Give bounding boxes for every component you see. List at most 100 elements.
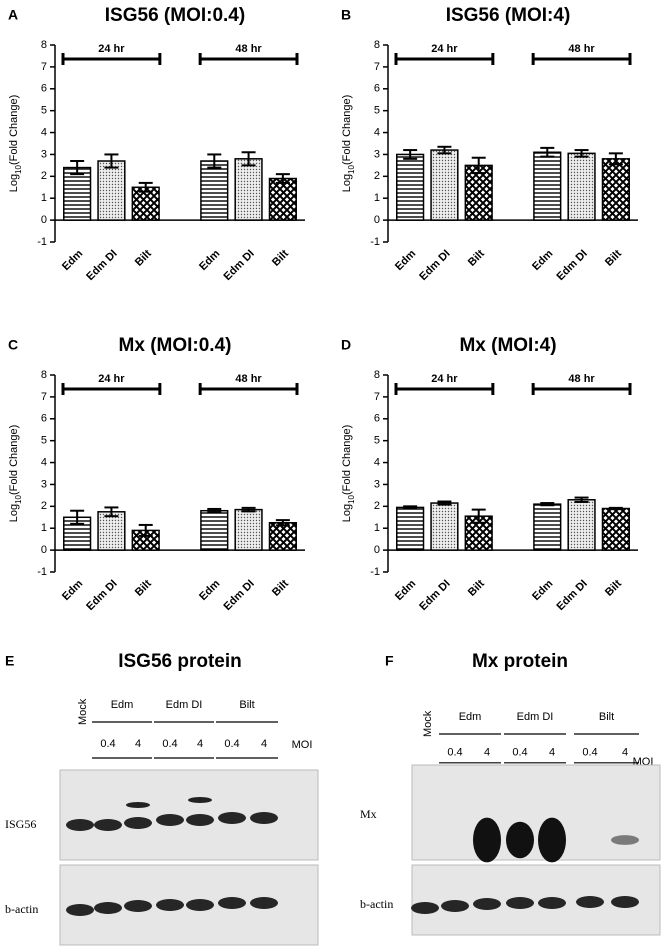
- y-tick-label: 7: [41, 391, 47, 403]
- bar: [396, 506, 425, 551]
- band: [611, 896, 639, 908]
- band: [218, 897, 246, 909]
- bar: [430, 502, 459, 551]
- x-tick-label: Bilt: [270, 247, 291, 268]
- y-axis-label-part: Log: [341, 174, 353, 192]
- y-tick-label: 4: [41, 126, 47, 138]
- band: [411, 902, 439, 914]
- group-label: 48 hr: [235, 43, 262, 55]
- x-tick-label: Bilt: [270, 577, 291, 598]
- x-tick-label: Edm: [530, 578, 555, 603]
- group-label: Edm DI: [166, 699, 203, 711]
- blot-title: Mx protein: [472, 651, 568, 672]
- y-tick-label: 8: [41, 369, 47, 381]
- y-axis-label: Log10(Fold Change): [8, 95, 23, 193]
- band: [124, 900, 152, 912]
- moi-value: 0.4: [224, 738, 239, 750]
- moi-value: 4: [549, 746, 555, 758]
- bar: [63, 166, 92, 221]
- group-label: Bilt: [599, 711, 614, 723]
- band: [441, 900, 469, 912]
- x-tick-label: Edm DI: [221, 248, 256, 283]
- x-tick-label: Edm: [60, 578, 85, 603]
- x-tick-label: Edm: [197, 248, 222, 273]
- bar: [268, 522, 297, 551]
- moi-value: 0.4: [512, 746, 527, 758]
- y-tick-label: 2: [374, 170, 380, 182]
- row-label: ISG56: [5, 817, 36, 831]
- error-bar: [138, 523, 153, 537]
- x-tick-label: Edm: [60, 248, 85, 273]
- error-bar: [138, 181, 153, 193]
- panel-letter: F: [385, 653, 394, 669]
- moi-value: 4: [261, 738, 267, 750]
- moi-value: 4: [622, 746, 628, 758]
- y-tick-label: 0: [41, 544, 47, 556]
- error-bar: [471, 508, 486, 524]
- row-label: Mx: [360, 807, 377, 821]
- y-tick-label: -1: [370, 236, 380, 248]
- x-tick-label: Edm DI: [417, 248, 452, 283]
- error-bar: [574, 149, 589, 158]
- y-axis-label: Log10(Fold Change): [341, 425, 356, 523]
- error-bar: [608, 152, 623, 166]
- y-tick-label: 6: [374, 83, 380, 95]
- band: [506, 821, 534, 859]
- x-tick-label: Edm DI: [221, 578, 256, 613]
- y-tick-label: 7: [41, 61, 47, 73]
- error-bar: [275, 173, 290, 184]
- group-label: Edm DI: [517, 711, 554, 723]
- y-tick-label: 2: [41, 500, 47, 512]
- y-tick-label: -1: [37, 236, 47, 248]
- band: [473, 817, 501, 863]
- panel-letter: B: [341, 7, 351, 23]
- x-tick-label: Edm: [393, 248, 418, 273]
- y-tick-label: 3: [41, 148, 47, 160]
- error-bar: [241, 506, 256, 513]
- x-tick-label: Bilt: [603, 247, 624, 268]
- panel-letter: A: [8, 7, 18, 23]
- band: [250, 812, 278, 824]
- y-tick-label: 4: [374, 456, 380, 468]
- error-bar: [241, 151, 256, 167]
- y-tick-label: 0: [41, 214, 47, 226]
- error-bar: [275, 519, 290, 527]
- x-tick-label: Bilt: [466, 577, 487, 598]
- moi-label: MOI: [292, 739, 313, 751]
- bar: [533, 151, 562, 221]
- error-bar: [207, 507, 222, 514]
- x-tick-label: Bilt: [133, 247, 154, 268]
- band: [156, 814, 184, 826]
- mock-label: Mock: [77, 698, 89, 725]
- y-tick-label: 8: [41, 39, 47, 51]
- band: [538, 817, 566, 863]
- moi-value: 4: [135, 738, 141, 750]
- bar: [464, 164, 493, 221]
- y-tick-label: 4: [41, 456, 47, 468]
- x-tick-label: Bilt: [603, 577, 624, 598]
- band: [218, 812, 246, 824]
- blot-strip: [59, 769, 319, 861]
- bar: [97, 511, 126, 551]
- error-bar: [403, 149, 418, 160]
- bar: [430, 149, 459, 221]
- band: [576, 896, 604, 908]
- bar: [567, 499, 596, 551]
- y-tick-label: 6: [41, 83, 47, 95]
- error-bar: [540, 146, 555, 158]
- y-axis-label: Log10(Fold Change): [8, 425, 23, 523]
- bar: [234, 508, 263, 551]
- y-tick-label: -1: [370, 566, 380, 578]
- y-tick-label: 2: [41, 170, 47, 182]
- bar: [396, 153, 425, 221]
- error-bar: [207, 153, 222, 169]
- y-tick-label: 3: [374, 148, 380, 160]
- band: [66, 819, 94, 831]
- y-axis-label-part: Log: [8, 174, 20, 192]
- y-axis-label-part: (Fold Change): [341, 425, 353, 495]
- y-axis-label-part: (Fold Change): [341, 95, 353, 165]
- group-label: 48 hr: [568, 43, 595, 55]
- y-tick-label: 0: [374, 214, 380, 226]
- moi-value: 0.4: [100, 738, 115, 750]
